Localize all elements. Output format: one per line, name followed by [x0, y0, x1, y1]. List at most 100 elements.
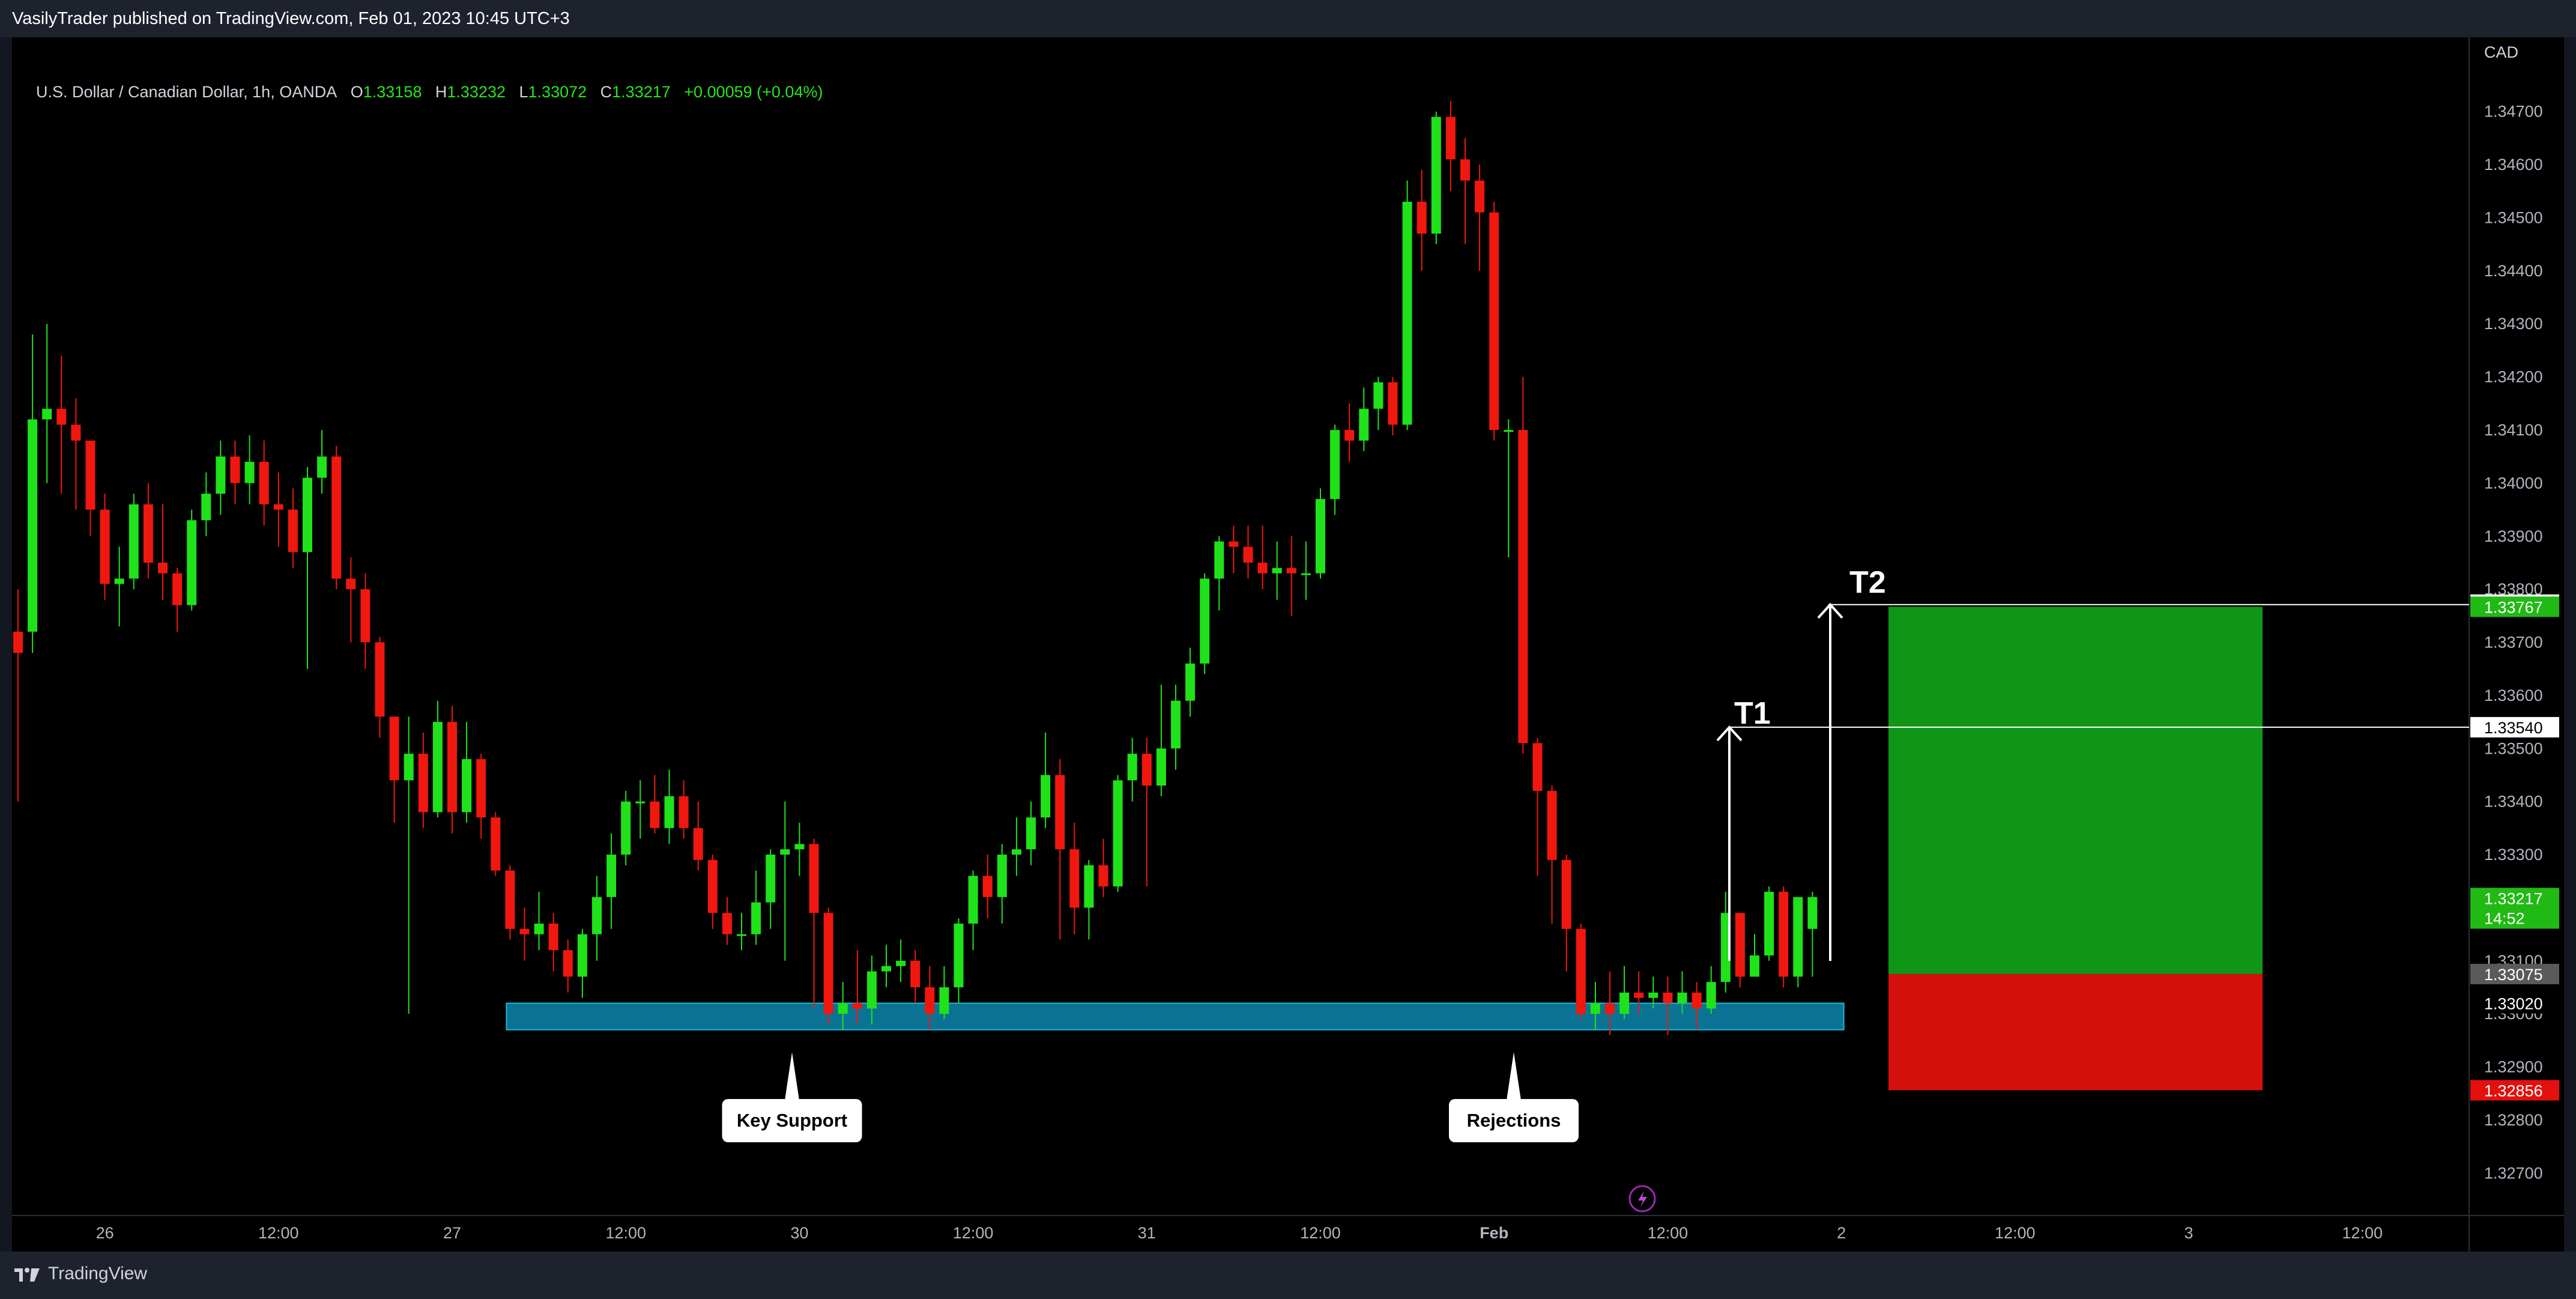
- candle-body[interactable]: [1344, 430, 1355, 441]
- stop-zone[interactable]: [1888, 973, 2263, 1091]
- candle-body[interactable]: [1634, 992, 1644, 998]
- candle-body[interactable]: [707, 859, 718, 913]
- price-label-white[interactable]: [2470, 716, 2559, 737]
- candle-body[interactable]: [1619, 992, 1630, 1014]
- lightning-icon[interactable]: [1628, 1185, 1656, 1213]
- candlestick-chart[interactable]: T1 T2 Key Support Rejections CAD 1.32700 1.328…: [12, 37, 2564, 1252]
- price-label-down[interactable]: [2470, 1080, 2559, 1101]
- candle-body[interactable]: [128, 504, 139, 579]
- candle-body[interactable]: [635, 801, 646, 804]
- candle-body[interactable]: [1243, 547, 1253, 563]
- candle-body[interactable]: [1286, 568, 1296, 574]
- candle-body[interactable]: [114, 578, 124, 584]
- candle-body[interactable]: [360, 589, 370, 643]
- target-zone[interactable]: [1888, 607, 2263, 974]
- candle-body[interactable]: [476, 759, 486, 818]
- candle-body[interactable]: [1041, 775, 1051, 818]
- candle-body[interactable]: [1663, 992, 1673, 1004]
- candle-body[interactable]: [1359, 408, 1369, 441]
- price-label-up[interactable]: [2470, 888, 2559, 929]
- candle-body[interactable]: [375, 642, 385, 717]
- candle-body[interactable]: [447, 722, 457, 813]
- candle-body[interactable]: [563, 950, 573, 977]
- candle-body[interactable]: [303, 477, 312, 553]
- candle-body[interactable]: [1113, 780, 1123, 887]
- candle-body[interactable]: [1706, 982, 1716, 1009]
- candle-body[interactable]: [100, 509, 110, 584]
- candle-body[interactable]: [172, 573, 183, 605]
- candle-body[interactable]: [982, 876, 993, 897]
- candle-body[interactable]: [881, 966, 891, 972]
- candle-body[interactable]: [1489, 212, 1499, 430]
- candle-body[interactable]: [1316, 498, 1325, 574]
- candle-body[interactable]: [13, 631, 23, 653]
- candle-body[interactable]: [1069, 849, 1080, 908]
- candle-body[interactable]: [331, 456, 342, 579]
- candle-body[interactable]: [158, 562, 168, 574]
- candle-body[interactable]: [1518, 430, 1528, 743]
- candle-body[interactable]: [780, 849, 790, 855]
- candle-body[interactable]: [42, 408, 52, 420]
- candle-body[interactable]: [1431, 117, 1441, 234]
- candle-body[interactable]: [259, 462, 269, 504]
- candle-body[interactable]: [1185, 663, 1196, 701]
- candle-body[interactable]: [606, 855, 617, 897]
- candle-body[interactable]: [925, 987, 935, 1014]
- candle-body[interactable]: [1330, 430, 1340, 499]
- candle-body[interactable]: [1445, 117, 1456, 160]
- price-label-up[interactable]: [2470, 596, 2559, 617]
- candle-body[interactable]: [650, 801, 660, 828]
- candle-body[interactable]: [317, 456, 327, 478]
- candle-body[interactable]: [1764, 891, 1774, 955]
- candle-body[interactable]: [1127, 754, 1137, 781]
- candle-body[interactable]: [143, 504, 153, 563]
- candle-body[interactable]: [954, 923, 964, 987]
- candle-body[interactable]: [1373, 382, 1383, 409]
- candle-body[interactable]: [1214, 541, 1224, 579]
- candle-body[interactable]: [737, 934, 746, 936]
- candle-body[interactable]: [766, 855, 776, 903]
- candle-body[interactable]: [1807, 897, 1818, 929]
- candle-body[interactable]: [1677, 992, 1687, 1004]
- candle-body[interactable]: [1720, 913, 1731, 983]
- candle-body[interactable]: [462, 759, 472, 813]
- candle-body[interactable]: [505, 870, 515, 929]
- candle-body[interactable]: [404, 754, 414, 781]
- candle-body[interactable]: [823, 913, 833, 1014]
- candle-body[interactable]: [216, 456, 226, 494]
- tradingview-brand[interactable]: TradingView: [13, 1264, 147, 1284]
- candle-body[interactable]: [679, 796, 689, 828]
- candle-body[interactable]: [1141, 754, 1152, 786]
- candle-body[interactable]: [1779, 891, 1789, 977]
- candle-body[interactable]: [1171, 700, 1181, 749]
- chart-area[interactable]: U.S. Dollar / Canadian Dollar, 1h, OANDA…: [12, 37, 2564, 1252]
- candle-body[interactable]: [288, 509, 298, 553]
- candle-body[interactable]: [910, 960, 921, 987]
- candle-body[interactable]: [187, 520, 197, 605]
- candle-body[interactable]: [693, 828, 703, 860]
- candle-body[interactable]: [794, 844, 805, 850]
- candle-body[interactable]: [1735, 913, 1745, 977]
- candle-body[interactable]: [1055, 775, 1065, 850]
- candle-body[interactable]: [56, 408, 67, 425]
- candle-body[interactable]: [28, 419, 38, 632]
- price-label-current[interactable]: [2470, 963, 2559, 984]
- candle-body[interactable]: [1648, 992, 1658, 998]
- candle-body[interactable]: [1504, 430, 1514, 432]
- candle-body[interactable]: [71, 425, 81, 441]
- candle-body[interactable]: [1460, 159, 1470, 181]
- candle-body[interactable]: [896, 960, 906, 966]
- candle-body[interactable]: [519, 928, 530, 934]
- candle-body[interactable]: [1011, 849, 1021, 855]
- candle-body[interactable]: [968, 876, 978, 924]
- candle-body[interactable]: [230, 456, 240, 483]
- candle-body[interactable]: [534, 923, 544, 934]
- candle-body[interactable]: [1026, 817, 1036, 850]
- candle-body[interactable]: [577, 934, 587, 977]
- candle-body[interactable]: [664, 796, 674, 828]
- candle-body[interactable]: [85, 440, 95, 510]
- candle-body[interactable]: [1084, 865, 1094, 908]
- candle-body[interactable]: [997, 855, 1007, 897]
- candle-body[interactable]: [939, 987, 949, 1014]
- candle-body[interactable]: [621, 801, 631, 855]
